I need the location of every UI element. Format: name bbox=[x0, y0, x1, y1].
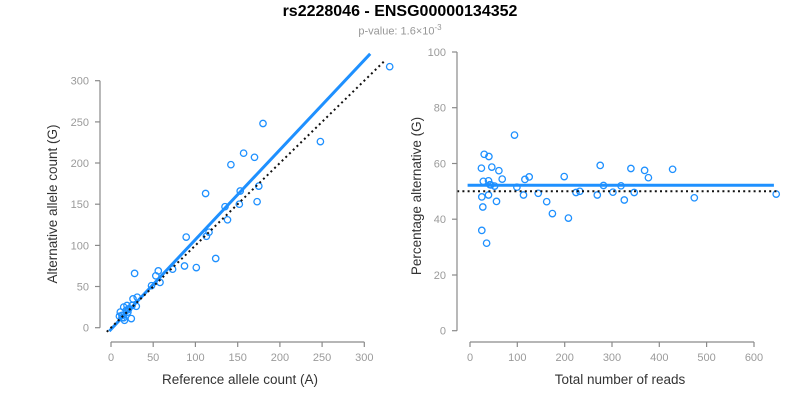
data-point bbox=[180, 262, 189, 270]
data-point bbox=[227, 160, 235, 169]
x-tick-label: 0 bbox=[467, 352, 473, 364]
x-tick-label: 500 bbox=[697, 352, 715, 364]
data-point bbox=[477, 164, 486, 173]
x-tick-label: 400 bbox=[650, 352, 668, 364]
y-tick-label: 80 bbox=[434, 103, 446, 115]
data-point bbox=[130, 269, 139, 278]
data-point bbox=[668, 165, 677, 174]
x-tick-label: 0 bbox=[108, 352, 114, 364]
data-point bbox=[253, 197, 261, 206]
y-axis-title: Alternative allele count (G) bbox=[45, 124, 60, 283]
data-point bbox=[259, 119, 267, 128]
x-axis: 0 100 200 300 400 500 600 bbox=[467, 341, 763, 364]
data-point bbox=[123, 301, 131, 310]
data-point bbox=[542, 197, 551, 206]
data-point bbox=[223, 215, 232, 224]
y-tick-label: 20 bbox=[434, 270, 446, 282]
data-point bbox=[482, 239, 491, 248]
data-point bbox=[147, 281, 156, 290]
data-point bbox=[127, 314, 136, 323]
y-tick-label: 100 bbox=[428, 47, 446, 59]
y-tick-label: 200 bbox=[71, 158, 89, 170]
x-tick-label: 100 bbox=[186, 352, 204, 364]
data-point bbox=[596, 161, 605, 170]
data-points bbox=[477, 131, 781, 248]
data-point bbox=[239, 149, 248, 158]
x-tick-label: 300 bbox=[603, 352, 621, 364]
data-point bbox=[478, 203, 487, 211]
x-tick-label: 200 bbox=[556, 352, 574, 364]
y-tick-label: 300 bbox=[71, 76, 89, 88]
data-point bbox=[560, 172, 569, 181]
y-tick-label: 40 bbox=[434, 214, 446, 226]
pvalue-exponent: -3 bbox=[434, 23, 442, 32]
identity-line bbox=[106, 59, 387, 333]
y-tick-label: 100 bbox=[71, 240, 89, 252]
data-point bbox=[640, 166, 649, 175]
data-point bbox=[620, 196, 629, 204]
data-point bbox=[593, 191, 602, 199]
x-tick-label: 600 bbox=[745, 352, 763, 364]
plot-percentage-vs-reads: 0 20 40 60 80 100 0 100 200 300 400 500 600 Total num… bbox=[409, 47, 781, 387]
data-point bbox=[510, 131, 519, 139]
data-point bbox=[525, 173, 534, 181]
y-axis-title: Percentage alternative (G) bbox=[409, 117, 424, 275]
x-axis-title: Reference allele count (A) bbox=[162, 372, 318, 387]
data-point bbox=[477, 193, 486, 201]
x-tick-label: 150 bbox=[229, 352, 247, 364]
data-point bbox=[236, 187, 245, 195]
y-tick-label: 0 bbox=[83, 323, 89, 335]
data-point bbox=[564, 214, 573, 222]
figure-title: rs2228046 - ENSG00000134352 bbox=[282, 3, 518, 20]
y-tick-label: 60 bbox=[434, 159, 446, 171]
y-tick-label: 150 bbox=[71, 199, 89, 211]
data-point bbox=[572, 188, 580, 197]
data-point bbox=[644, 173, 653, 182]
y-tick-label: 250 bbox=[71, 117, 89, 129]
data-points bbox=[115, 62, 394, 325]
data-point bbox=[495, 166, 503, 175]
plot-allele-counts: 0 50 100 150 200 250 300 0 50 100 150 200 250 300 Refe… bbox=[45, 52, 394, 387]
pvalue-text: p-value: 1.6×10 bbox=[358, 25, 435, 38]
y-axis: 0 20 40 60 80 100 bbox=[428, 47, 458, 338]
data-point bbox=[487, 163, 496, 171]
data-point bbox=[192, 263, 201, 272]
data-point bbox=[477, 226, 486, 235]
x-axis-title: Total number of reads bbox=[555, 372, 686, 387]
data-point bbox=[211, 254, 220, 263]
data-point bbox=[519, 191, 528, 199]
data-point bbox=[316, 137, 325, 146]
x-tick-label: 200 bbox=[271, 352, 289, 364]
data-point bbox=[548, 209, 557, 218]
figure-subtitle: p-value: 1.6×10-3 bbox=[0, 23, 800, 38]
data-point bbox=[235, 200, 244, 209]
x-tick-label: 100 bbox=[508, 352, 526, 364]
data-point bbox=[484, 191, 493, 199]
y-tick-label: 0 bbox=[440, 326, 446, 338]
x-tick-label: 250 bbox=[313, 352, 331, 364]
y-tick-label: 50 bbox=[77, 282, 89, 294]
data-point bbox=[485, 152, 493, 161]
data-point bbox=[534, 189, 543, 198]
x-tick-label: 50 bbox=[147, 352, 159, 364]
data-point bbox=[250, 153, 259, 162]
data-point bbox=[627, 164, 635, 173]
data-point bbox=[205, 228, 213, 237]
x-axis: 0 50 100 150 200 250 300 bbox=[108, 341, 373, 364]
x-tick-label: 300 bbox=[355, 352, 373, 364]
data-point bbox=[182, 233, 191, 241]
data-point bbox=[201, 189, 210, 198]
data-point bbox=[129, 295, 137, 303]
fitted-line bbox=[108, 52, 372, 333]
data-point bbox=[690, 193, 699, 202]
data-point bbox=[385, 62, 394, 71]
data-point bbox=[498, 175, 507, 183]
data-point bbox=[480, 150, 489, 159]
data-point bbox=[630, 188, 639, 197]
y-axis: 0 50 100 150 200 250 300 bbox=[71, 76, 101, 335]
data-point bbox=[492, 197, 501, 206]
data-point bbox=[154, 267, 163, 275]
